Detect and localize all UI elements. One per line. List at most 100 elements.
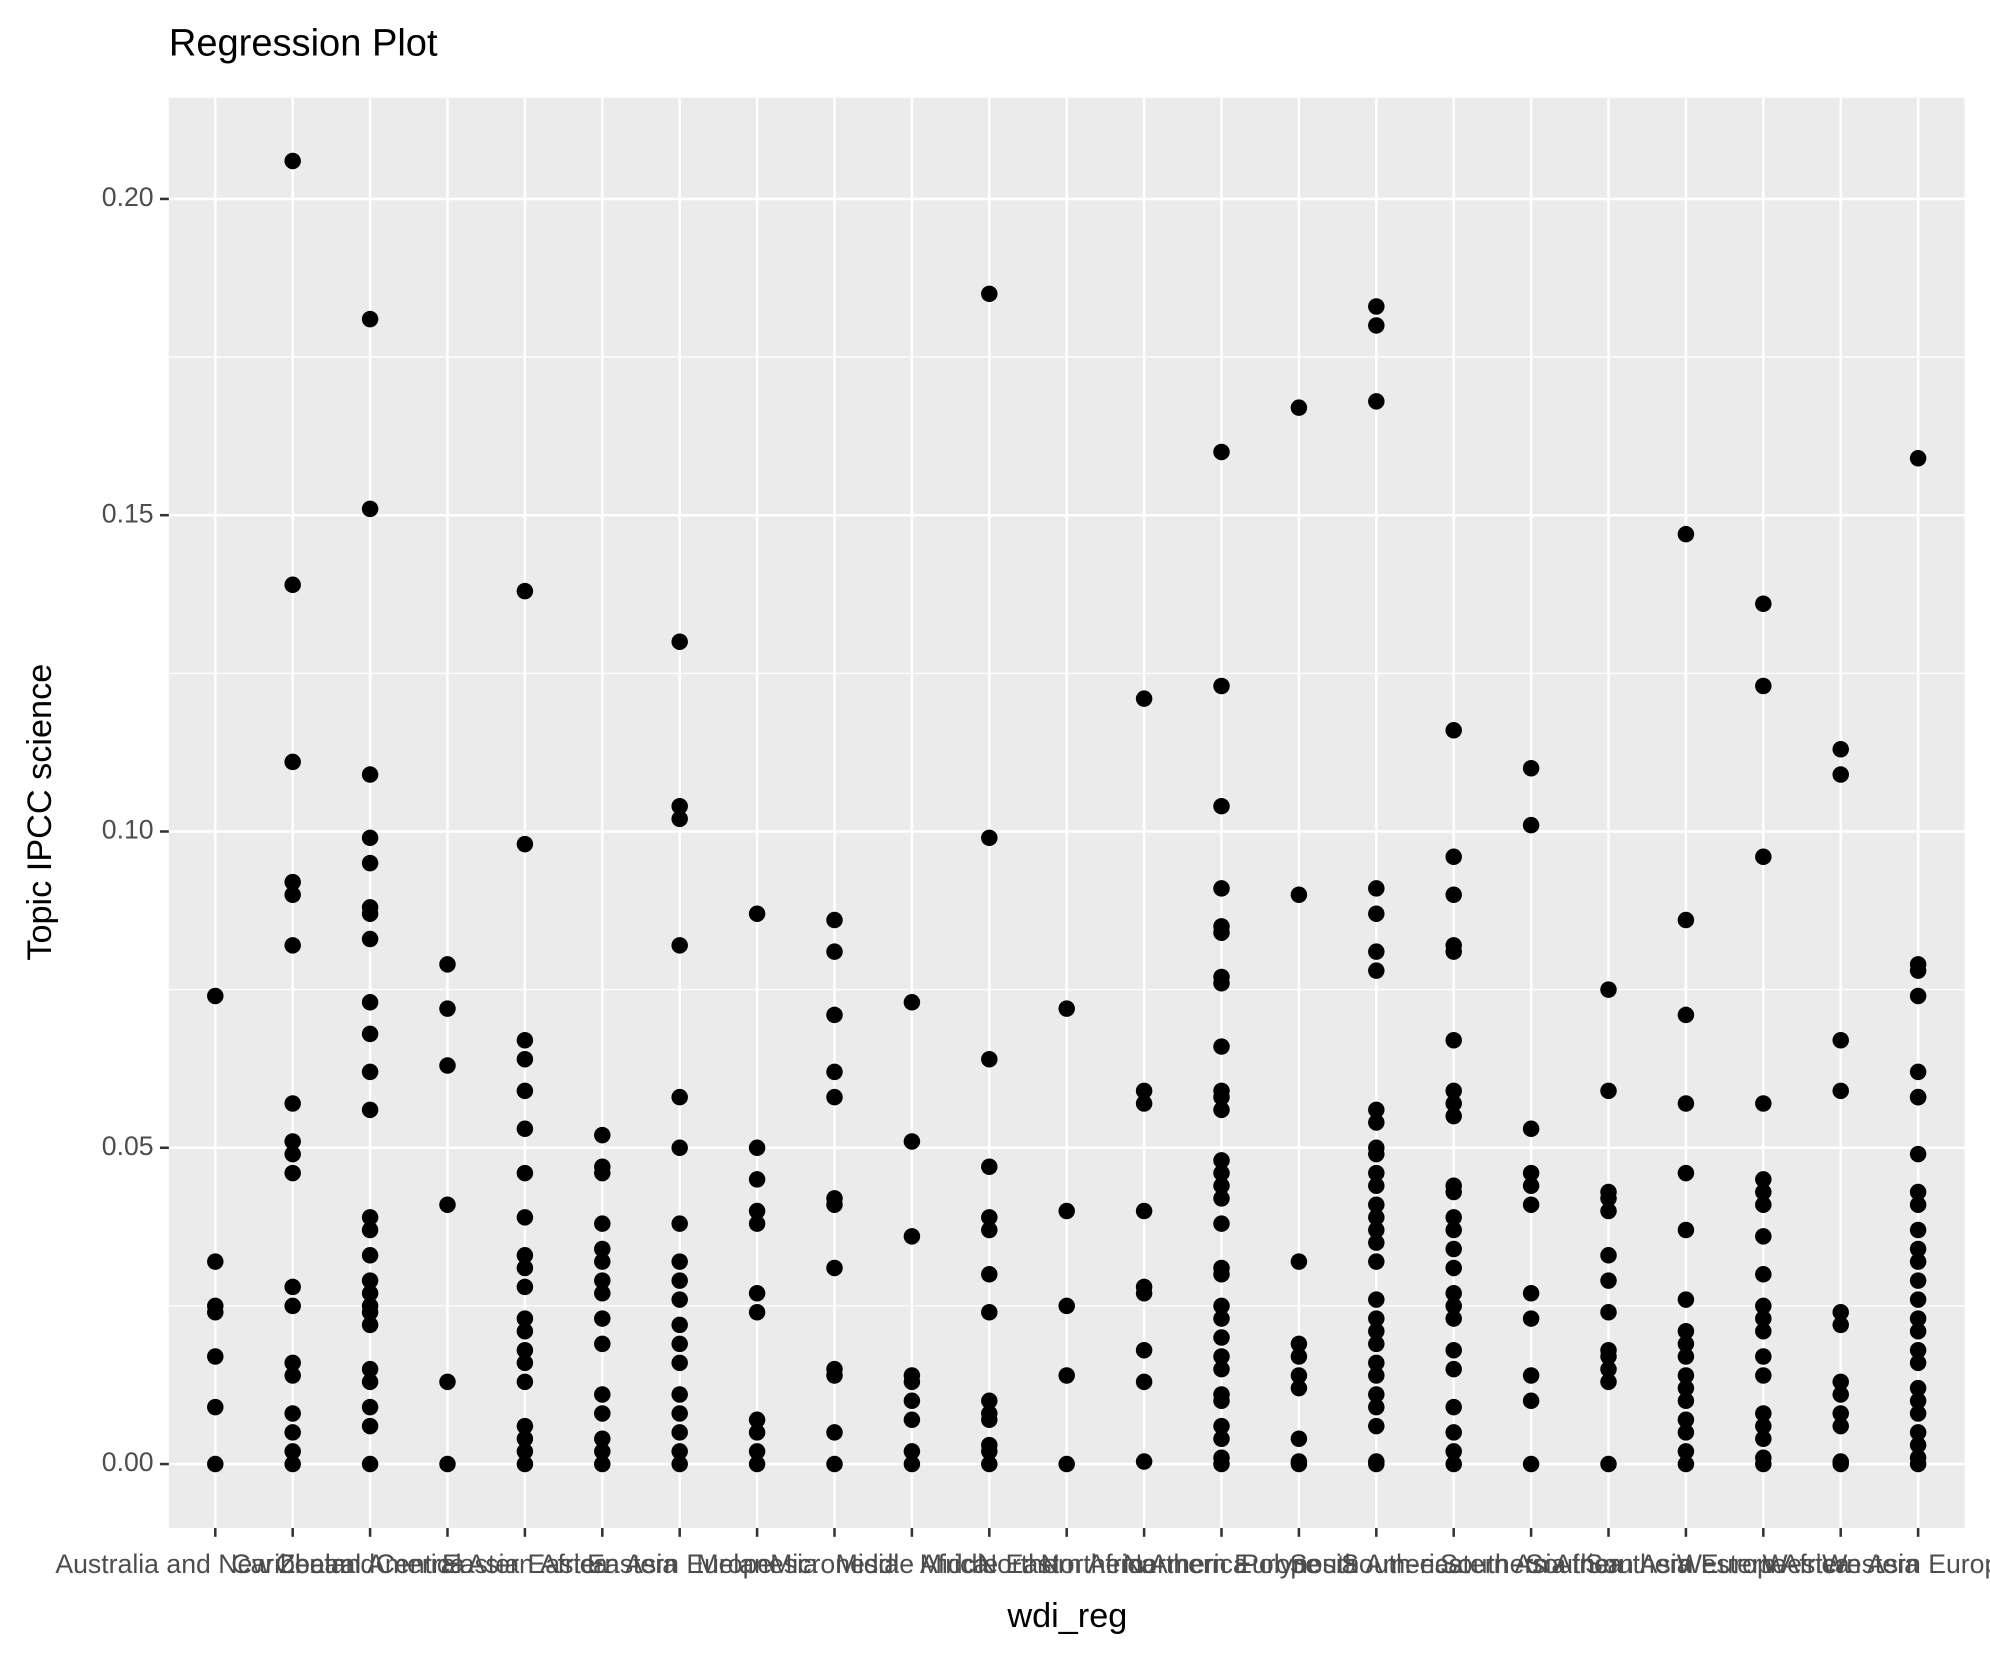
point [1135, 1202, 1153, 1220]
y-tick-label: 0.00 [102, 1447, 154, 1477]
point [1368, 1322, 1385, 1340]
point [439, 1196, 456, 1213]
point [439, 1373, 456, 1391]
point [1909, 1272, 1927, 1289]
point [1755, 1171, 1772, 1188]
point [1522, 816, 1540, 834]
point [671, 1386, 688, 1403]
point [748, 1171, 766, 1188]
point [903, 1443, 921, 1460]
point [1909, 1145, 1927, 1163]
point [1445, 886, 1462, 903]
x-tick-label: Melanesia [696, 1549, 818, 1579]
point [1058, 1297, 1075, 1315]
point [903, 994, 921, 1011]
point [361, 1272, 379, 1289]
point [1832, 1405, 1849, 1422]
point [1677, 911, 1695, 929]
point [361, 994, 379, 1011]
point [284, 1354, 301, 1372]
point [1832, 1303, 1849, 1321]
x-tick-label: Southern Africa [1440, 1549, 1622, 1579]
point [981, 1050, 998, 1068]
point [981, 1411, 998, 1429]
point [1368, 943, 1385, 960]
point [1135, 1285, 1153, 1302]
point [284, 886, 301, 903]
point [1832, 741, 1849, 758]
x-tick-label: Northern Africa [978, 1549, 1156, 1579]
point [1909, 1310, 1927, 1327]
point [1832, 1316, 1849, 1334]
point [671, 810, 688, 828]
point [1213, 443, 1230, 461]
point [1368, 298, 1385, 315]
point [361, 1025, 379, 1043]
point [1522, 759, 1540, 777]
point [361, 1303, 379, 1321]
point [1368, 393, 1385, 410]
point [1213, 880, 1230, 897]
point [361, 829, 379, 847]
point [1755, 1322, 1772, 1340]
point [1909, 1183, 1927, 1201]
point [1909, 1424, 1927, 1441]
point [903, 1392, 921, 1410]
point [361, 1373, 379, 1391]
point [1677, 1095, 1695, 1112]
point [1213, 975, 1230, 992]
point [594, 1310, 611, 1327]
point [1755, 1417, 1772, 1435]
point [748, 1215, 766, 1232]
point [1445, 722, 1462, 739]
point [1368, 1177, 1385, 1194]
point [1213, 1038, 1230, 1055]
point [981, 1209, 998, 1226]
point [1832, 1386, 1849, 1403]
point [1445, 1398, 1462, 1416]
point [1909, 450, 1927, 467]
point [1909, 1221, 1927, 1239]
point [1909, 1253, 1927, 1270]
point [1755, 1348, 1772, 1365]
point [1445, 1443, 1462, 1460]
point [1909, 1341, 1927, 1359]
y-axis-title: Topic IPCC science [21, 664, 59, 961]
point [1755, 1430, 1772, 1447]
point [981, 1443, 998, 1460]
point [361, 1063, 379, 1081]
point [1213, 1417, 1230, 1435]
point [671, 1253, 688, 1270]
x-axis-title: wdi_reg [1006, 1597, 1127, 1635]
point [516, 1209, 534, 1226]
point [516, 1278, 534, 1296]
point [1213, 1430, 1230, 1447]
x-tick-label: South America [1290, 1549, 1463, 1579]
x-tick-label: Micronesia [770, 1549, 899, 1579]
point [1445, 1221, 1462, 1239]
point [1832, 1373, 1849, 1391]
point [1368, 1145, 1385, 1163]
point [748, 1443, 766, 1460]
point [1600, 1455, 1617, 1473]
point [1600, 1247, 1617, 1264]
point [1909, 1392, 1927, 1410]
point [1909, 1088, 1927, 1106]
point [671, 1088, 688, 1106]
point [516, 1354, 534, 1372]
point [207, 1455, 224, 1473]
point [748, 1303, 766, 1321]
point [361, 1455, 379, 1473]
point [1368, 1101, 1385, 1119]
point [207, 1398, 224, 1416]
point [594, 1405, 611, 1422]
point [284, 576, 301, 594]
axes: 0.00 0.05 0.10 0.15 0.20 Australia and New Ze… [55, 182, 1990, 1579]
x-tick-label: Central America [275, 1549, 465, 1579]
point [594, 1443, 611, 1460]
point [516, 1455, 534, 1473]
point [671, 1215, 688, 1232]
point [671, 1354, 688, 1372]
point [1213, 1360, 1230, 1378]
point [1213, 1348, 1230, 1365]
